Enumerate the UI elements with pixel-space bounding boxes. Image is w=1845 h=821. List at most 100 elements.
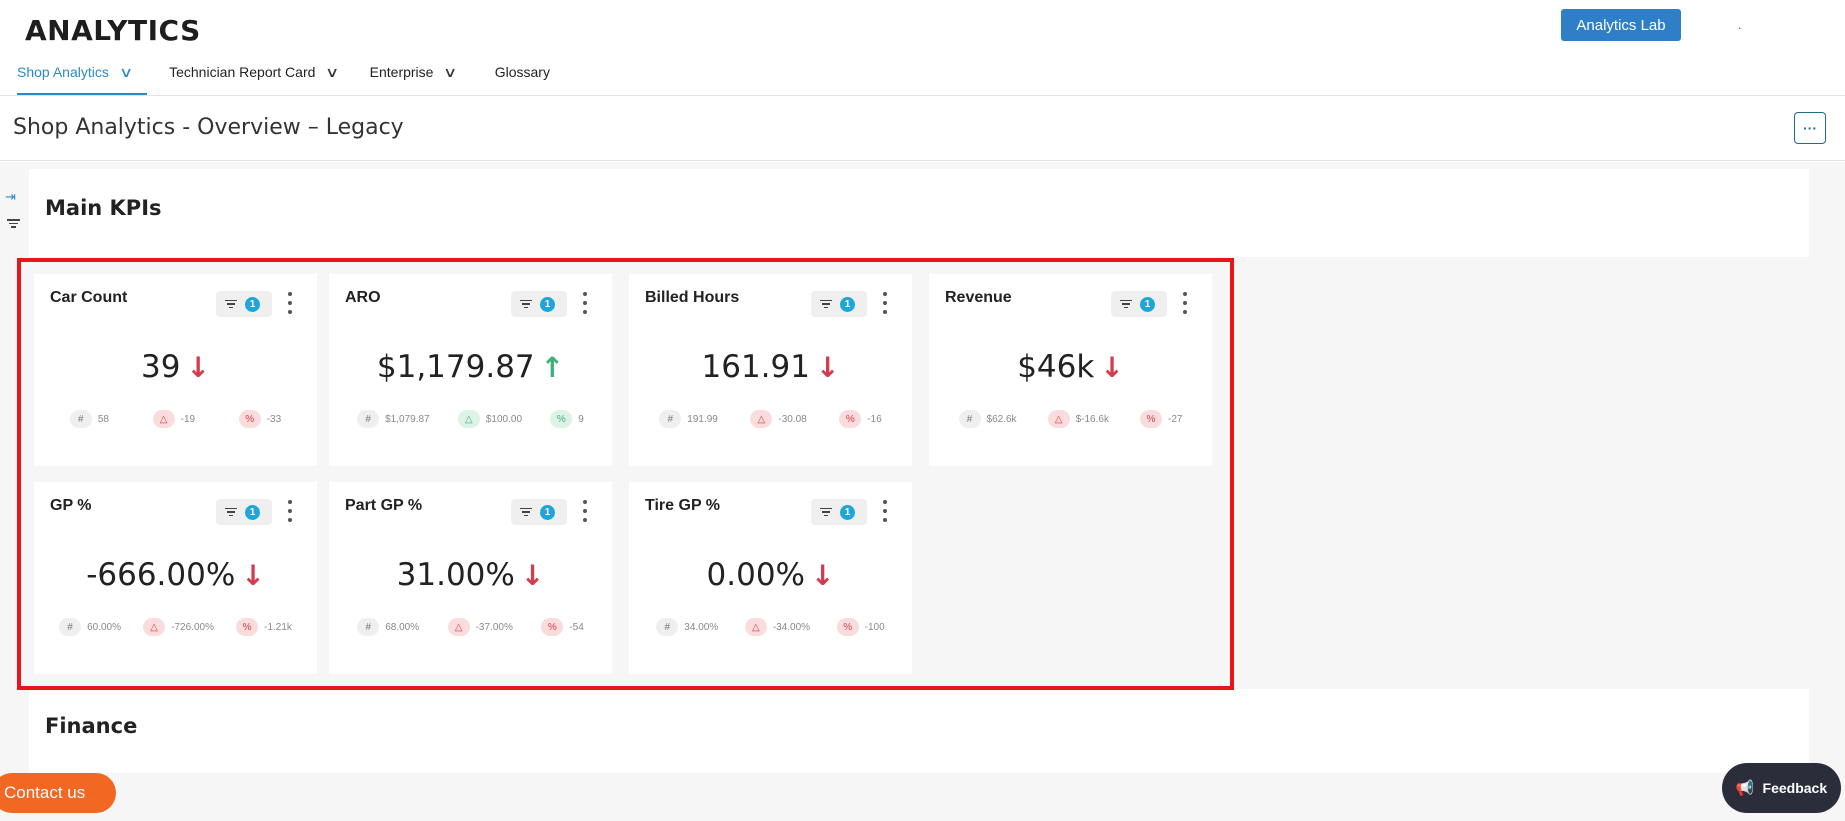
- card-filter-chip[interactable]: 1: [811, 291, 867, 317]
- kebab-menu-icon[interactable]: [287, 500, 293, 522]
- kebab-menu-icon[interactable]: [882, 500, 888, 522]
- kebab-menu-icon[interactable]: [882, 292, 888, 314]
- kpi-stat: # $62.6k: [958, 410, 1017, 428]
- kpi-card-title: Revenue: [945, 289, 1012, 306]
- kpi-stat-value: -19: [180, 413, 196, 425]
- nav-shop-analytics[interactable]: Shop Analytics ∨: [0, 56, 148, 95]
- megaphone-icon: 📢: [1735, 780, 1755, 797]
- card-filter-chip[interactable]: 1: [216, 499, 272, 525]
- filter-icon[interactable]: [6, 217, 20, 230]
- kpi-stats: # $62.6k △ $-16.6k % -27: [929, 410, 1212, 428]
- kpi-stat: △ -726.00%: [143, 618, 214, 636]
- kpi-stat: # 68.00%: [357, 618, 419, 636]
- kpi-stat-value: -100: [864, 621, 885, 633]
- kpi-card: GP % 1 -666.00% ↓ # 60.00% △ -726.00% %: [34, 482, 317, 674]
- card-filter-chip[interactable]: 1: [511, 499, 567, 525]
- kpi-stats: # 191.99 △ -30.08 % -16: [629, 410, 912, 428]
- kpi-value: $1,179.87: [376, 349, 535, 385]
- more-options-button[interactable]: ···: [1794, 112, 1826, 144]
- kpi-stat-value: $100.00: [485, 413, 523, 425]
- kpi-stat: % -54: [541, 618, 584, 636]
- card-filter-chip[interactable]: 1: [511, 291, 567, 317]
- nav-glossary[interactable]: Glossary: [478, 56, 567, 88]
- chevron-down-icon: ∨: [443, 63, 458, 80]
- filter-icon: [225, 506, 237, 519]
- nav-enterprise[interactable]: Enterprise ∨: [353, 56, 473, 88]
- percent-icon: %: [1140, 410, 1162, 428]
- kebab-menu-icon[interactable]: [1182, 292, 1188, 314]
- kebab-menu-icon[interactable]: [287, 292, 293, 314]
- kpi-stats: # 60.00% △ -726.00% % -1.21k: [34, 618, 317, 636]
- nav-technician-report-card[interactable]: Technician Report Card ∨: [152, 56, 355, 88]
- kpi-value-row: $1,179.87 ↑: [329, 349, 612, 385]
- count-icon: #: [656, 618, 679, 636]
- kpi-stat-value: -726.00%: [171, 621, 214, 633]
- kpi-card: ARO 1 $1,179.87 ↑ # $1,079.87 △ $100.00 …: [329, 274, 612, 466]
- chevron-down-icon: ∨: [325, 63, 340, 80]
- section-title-finance: Finance: [45, 714, 138, 738]
- analytics-lab-button[interactable]: Analytics Lab: [1561, 9, 1681, 41]
- kpi-stat-value: -54: [569, 621, 584, 633]
- kpi-stat: △ $-16.6k: [1047, 410, 1109, 428]
- card-filter-chip[interactable]: 1: [1111, 291, 1167, 317]
- kpi-card-title: Car Count: [50, 289, 128, 306]
- trend-down-icon: ↓: [520, 558, 545, 592]
- kpi-card-title: Part GP %: [345, 497, 423, 514]
- kpi-stat: # 58: [69, 410, 109, 428]
- delta-icon: △: [750, 410, 773, 428]
- kpi-stat-value: -37.00%: [475, 621, 513, 633]
- kpi-stats: # 34.00% △ -34.00% % -100: [629, 618, 912, 636]
- kpi-stat: △ $100.00: [457, 410, 523, 428]
- kebab-menu-icon[interactable]: [582, 292, 588, 314]
- filter-count-badge: 1: [840, 504, 855, 520]
- page-title: Shop Analytics - Overview – Legacy: [13, 115, 404, 140]
- nav-label: Shop Analytics: [17, 64, 109, 80]
- kpi-stat: % -27: [1140, 410, 1182, 428]
- user-menu-placeholder[interactable]: .: [1738, 18, 1742, 32]
- contact-us-button[interactable]: Contact us: [0, 773, 116, 813]
- kpi-stat-value: 68.00%: [385, 621, 420, 633]
- filter-count-badge: 1: [540, 504, 555, 520]
- kpi-stat: △ -30.08: [750, 410, 807, 428]
- percent-icon: %: [550, 410, 573, 428]
- page-header: Shop Analytics - Overview – Legacy ···: [0, 97, 1845, 161]
- filter-count-badge: 1: [245, 504, 260, 520]
- kpi-value-row: 39 ↓: [34, 349, 317, 385]
- trend-down-icon: ↓: [241, 558, 265, 592]
- count-icon: #: [357, 410, 380, 428]
- top-header: ANALYTICS Analytics Lab . Shop Analytics…: [0, 0, 1845, 96]
- kpi-card-title: Billed Hours: [645, 289, 740, 306]
- kpi-stat: % -100: [836, 618, 885, 636]
- percent-icon: %: [541, 618, 564, 636]
- kpi-stat: △ -34.00%: [744, 618, 810, 636]
- kpi-value: $46k: [1017, 349, 1095, 385]
- card-filter-chip[interactable]: 1: [216, 291, 272, 317]
- filter-count-badge: 1: [245, 296, 260, 312]
- delta-icon: △: [152, 410, 175, 428]
- count-icon: #: [357, 618, 380, 636]
- kpi-stat-value: $62.6k: [986, 413, 1017, 425]
- kpi-stat-value: -30.08: [778, 413, 807, 425]
- kpi-stat-value: $1,079.87: [385, 413, 430, 425]
- kpi-stat: % 9: [550, 410, 584, 428]
- kpi-stat: # $1,079.87: [357, 410, 430, 428]
- filter-icon: [820, 298, 832, 311]
- kpi-stat-value: 60.00%: [87, 621, 121, 633]
- section-title-main-kpis: Main KPIs: [45, 196, 162, 220]
- kpi-card-title: GP %: [50, 497, 92, 514]
- main-nav: Shop Analytics ∨ Technician Report Card …: [0, 56, 567, 96]
- kpi-value: 161.91: [701, 349, 810, 385]
- kpi-stat: # 34.00%: [656, 618, 718, 636]
- kpi-value-row: 0.00% ↓: [629, 557, 912, 593]
- trend-down-icon: ↓: [1100, 350, 1124, 384]
- card-filter-chip[interactable]: 1: [811, 499, 867, 525]
- filter-count-badge: 1: [540, 296, 555, 312]
- kpi-stat-value: 58: [97, 413, 109, 425]
- feedback-button[interactable]: 📢 Feedback: [1722, 763, 1841, 813]
- kebab-menu-icon[interactable]: [582, 500, 588, 522]
- nav-label: Enterprise: [369, 64, 434, 80]
- expand-right-icon[interactable]: ⇥: [5, 189, 16, 204]
- kpi-stat-value: -33: [266, 413, 282, 425]
- contact-us-label: Contact us: [4, 783, 86, 802]
- feedback-label: Feedback: [1762, 780, 1828, 796]
